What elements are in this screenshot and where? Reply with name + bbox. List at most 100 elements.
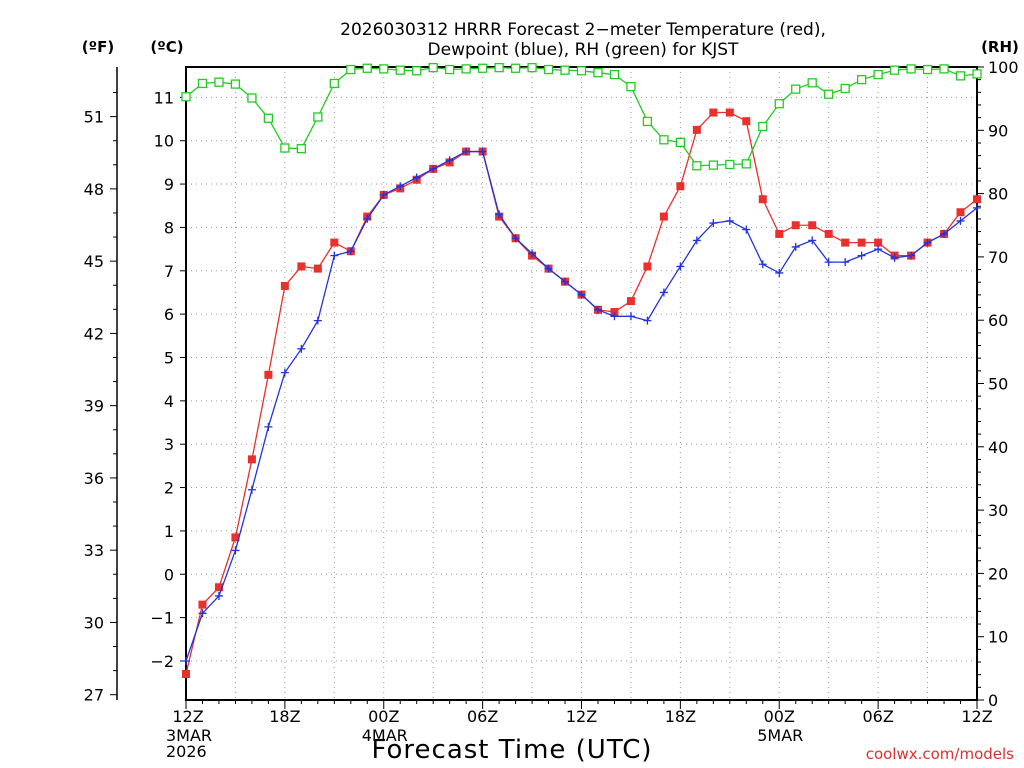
rh-point [247,93,257,103]
celsius-tick-label: 8 [164,218,174,237]
dewpoint-point [330,251,339,260]
fahrenheit-tick-label: 39 [84,397,104,416]
temperature-point [725,108,734,117]
dewpoint-point [429,164,438,173]
temperature-point [874,238,883,247]
rh-point [856,75,867,85]
dewpoint-point [857,251,866,260]
rh-tick-label: 100 [988,58,1019,77]
dewpoint-point [907,251,916,260]
rh-point [395,65,405,75]
dewpoint-point [791,242,800,251]
rh-unit-label: (RH) [981,38,1019,56]
x-tick-label: 06Z [467,707,498,726]
dewpoint-point [940,229,949,238]
temperature-point [956,208,965,217]
axes: 273033363942454851−2−1012345678910110102… [84,58,1019,710]
celsius-tick-label: 2 [164,479,174,498]
dewpoint-point [742,225,751,234]
dewpoint-point [808,236,817,245]
x-tick-label: 12Z [961,707,992,726]
temperature-point [758,195,767,204]
dewpoint-point [709,219,718,228]
temperature-point [198,600,207,609]
rh-point [922,64,933,75]
x-tick-label: 00Z [368,707,399,726]
rh-tick-label: 20 [988,564,1008,583]
dewpoint-point [610,312,619,321]
rh-tick-label: 80 [988,185,1008,204]
temperature-point [280,281,289,290]
temperature-point [247,455,256,464]
x-tick-label: 00Z [764,707,795,726]
rh-point [560,65,570,75]
rh-point [543,64,554,75]
rh-point [774,99,784,109]
rh-point [263,113,274,123]
dewpoint-point [462,147,471,156]
fahrenheit-tick-label: 30 [84,613,104,632]
rh-tick-label: 0 [988,691,998,710]
rh-point [708,160,718,170]
fahrenheit-unit-label: (ºF) [82,38,114,56]
rh-point [807,78,817,88]
x-axis-label: Forecast Time (UTC) [371,735,652,765]
rh-point [346,64,356,75]
rh-point [494,62,504,73]
dewpoint-point [214,591,223,600]
temperature-point [775,229,784,238]
rh-point [313,112,323,122]
dewpoint-point [264,422,273,431]
rh-point [609,69,620,80]
dewpoint-point [676,262,685,271]
x-date-label: 4MAR [362,726,408,745]
temperature-point [182,669,190,678]
fahrenheit-tick-label: 48 [84,180,104,199]
grid-lines [186,67,977,700]
rh-point [412,66,422,76]
dewpoint-point [725,216,734,225]
rh-tick-label: 90 [988,121,1008,140]
rh-point [197,78,208,89]
dewpoint-point [297,344,306,353]
rh-point [362,63,372,73]
chart-title-line-2: Dewpoint (blue), RH (green) for KJST [428,40,740,60]
dewpoint-point [280,368,289,377]
x-date-label: 3MAR [166,726,212,745]
rh-point [642,116,653,127]
dewpoint-point [182,656,190,665]
dewpoint-point [626,312,635,321]
rh-point [527,62,537,73]
rh-point [461,64,471,74]
rh-point [280,143,290,153]
rh-point [626,81,636,92]
rh-point [955,71,966,81]
dewpoint-point [692,236,701,245]
fahrenheit-tick-label: 45 [84,252,104,271]
dewpoint-point [643,316,652,325]
rh-point [906,64,916,74]
rh-tick-label: 10 [988,628,1008,647]
rh-point [873,69,883,80]
temperature-point [659,212,668,221]
celsius-tick-label: 5 [164,348,174,367]
rh-point [576,66,587,76]
dewpoint-point [495,210,504,219]
dewpoint-point [874,245,883,254]
dewpoint-point [363,214,372,223]
plot-frame [185,66,978,701]
rh-point [477,63,488,73]
celsius-tick-label: 10 [154,132,174,151]
temperature-point [313,264,322,273]
dewpoint-point [824,258,833,267]
data-series [181,62,982,678]
celsius-tick-label: −1 [150,609,174,628]
dewpoint-point [561,277,570,286]
rh-point [230,79,241,89]
temperature-point [742,117,751,126]
chart-title: 2026030312 HRRR Forecast 2−meter Tempera… [340,20,826,60]
rh-tick-label: 70 [988,248,1008,267]
rh-point [379,64,389,74]
dewpoint-point [396,182,405,191]
